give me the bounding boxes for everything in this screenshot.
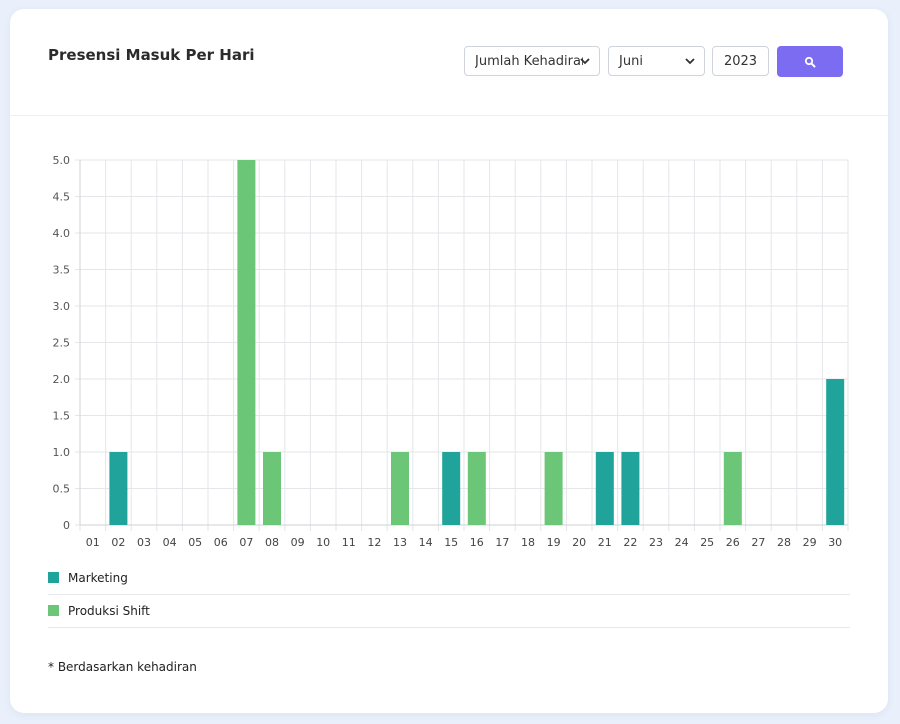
x-tick-label: 27 — [751, 536, 765, 549]
search-button[interactable] — [777, 46, 843, 77]
y-tick-label: 0 — [63, 519, 70, 532]
x-tick-label: 24 — [675, 536, 689, 549]
bar-produksi-shift — [544, 452, 563, 525]
bar-produksi-shift — [391, 452, 409, 525]
y-tick-label: 1.5 — [53, 410, 71, 423]
bar-marketing — [826, 379, 845, 525]
x-tick-label: 28 — [777, 536, 791, 549]
type-select-value: Jumlah Kehadiran — [475, 53, 583, 69]
y-tick-label: 2.5 — [53, 337, 71, 350]
x-tick-label: 16 — [470, 536, 484, 549]
y-tick-label: 4.0 — [53, 227, 71, 240]
bar-produksi-shift — [237, 160, 256, 525]
x-tick-label: 09 — [291, 536, 305, 549]
legend-item[interactable]: Marketing — [48, 561, 850, 595]
x-tick-label: 22 — [623, 536, 637, 549]
x-tick-label: 19 — [547, 536, 561, 549]
x-tick-label: 11 — [342, 536, 356, 549]
month-select[interactable]: Juni — [608, 46, 705, 76]
search-icon — [804, 56, 816, 67]
x-tick-label: 17 — [495, 536, 509, 549]
x-tick-label: 15 — [444, 536, 458, 549]
legend-swatch — [48, 605, 59, 616]
chevron-down-icon — [685, 58, 695, 65]
x-tick-label: 20 — [572, 536, 586, 549]
x-tick-label: 13 — [393, 536, 407, 549]
bar-produksi-shift — [263, 452, 281, 525]
y-tick-label: 1.0 — [53, 446, 71, 459]
legend-item[interactable]: Produksi Shift — [48, 594, 850, 628]
x-tick-label: 26 — [726, 536, 740, 549]
chevron-down-icon — [580, 58, 590, 65]
x-tick-label: 30 — [828, 536, 842, 549]
bar-marketing — [442, 452, 461, 525]
x-tick-label: 03 — [137, 536, 151, 549]
footnote: * Berdasarkan kehadiran — [48, 660, 197, 674]
legend-label: Marketing — [68, 570, 128, 585]
card-header: Presensi Masuk Per Hari Jumlah Kehadiran… — [10, 9, 888, 116]
bar-produksi-shift — [723, 452, 742, 525]
x-tick-label: 08 — [265, 536, 279, 549]
x-tick-label: 06 — [214, 536, 228, 549]
type-select[interactable]: Jumlah Kehadiran — [464, 46, 600, 76]
x-tick-label: 01 — [86, 536, 100, 549]
page-title: Presensi Masuk Per Hari — [48, 46, 255, 64]
bar-marketing — [621, 452, 640, 525]
x-tick-label: 05 — [188, 536, 202, 549]
x-tick-label: 18 — [521, 536, 535, 549]
bar-produksi-shift — [467, 452, 486, 525]
bar-chart: 0 0.5 1.0 1.5 2.0 2.5 3.0 3.5 4.0 4.5 5.0 01 02 03 04 0… — [53, 154, 849, 549]
bar-marketing — [109, 452, 128, 525]
x-tick-label: 10 — [316, 536, 330, 549]
x-tick-label: 21 — [598, 536, 612, 549]
y-tick-label: 3.5 — [53, 264, 71, 277]
legend-label: Produksi Shift — [68, 603, 150, 618]
x-tick-label: 23 — [649, 536, 663, 549]
y-tick-label: 3.0 — [53, 300, 71, 313]
y-tick-label: 2.0 — [53, 373, 71, 386]
x-tick-label: 07 — [239, 536, 253, 549]
year-input-value: 2023 — [723, 53, 758, 69]
bar-marketing — [595, 452, 614, 525]
attendance-card: Presensi Masuk Per Hari Jumlah Kehadiran… — [10, 9, 888, 713]
x-tick-label: 14 — [419, 536, 433, 549]
x-tick-label: 25 — [700, 536, 714, 549]
y-tick-label: 0.5 — [53, 483, 71, 496]
x-tick-label: 29 — [803, 536, 817, 549]
x-tick-label: 02 — [111, 536, 125, 549]
x-tick-label: 12 — [367, 536, 381, 549]
x-tick-label: 04 — [163, 536, 177, 549]
y-tick-label: 4.5 — [53, 191, 71, 204]
y-tick-label: 5.0 — [53, 154, 71, 167]
legend-swatch — [48, 572, 59, 583]
year-input[interactable]: 2023 — [712, 46, 769, 76]
month-select-value: Juni — [619, 53, 643, 69]
